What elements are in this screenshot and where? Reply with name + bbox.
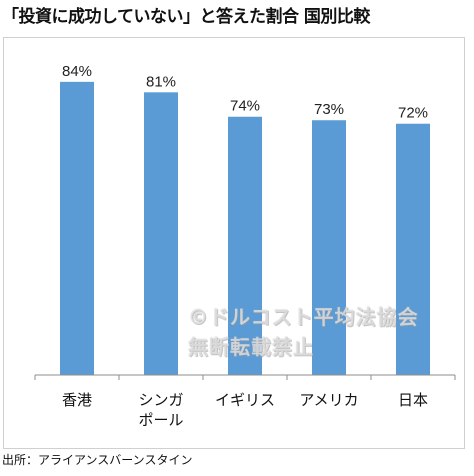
x-tick-label: ポール xyxy=(138,411,183,429)
chart-frame xyxy=(3,37,465,449)
x-tick-label: イギリス xyxy=(215,391,275,409)
x-tick-label: 日本 xyxy=(398,391,428,409)
data-label: 73% xyxy=(314,101,344,118)
data-label: 81% xyxy=(146,73,176,90)
watermark: ©ドルコスト平均法協会 無断転載禁止 xyxy=(188,302,419,362)
chart-title: 「投資に成功していない」と答えた割合 国別比較 xyxy=(2,7,370,27)
bar xyxy=(228,116,262,376)
bar xyxy=(312,120,346,375)
data-label: 72% xyxy=(398,105,428,122)
x-tick-label: シンガ xyxy=(138,391,183,409)
bar xyxy=(144,92,178,375)
bar xyxy=(60,81,94,375)
data-label: 84% xyxy=(62,63,92,80)
source-note: 出所：アライアンスバーンスタイン xyxy=(2,453,193,467)
x-tick-label: 香港 xyxy=(62,391,92,409)
data-label: 74% xyxy=(230,98,260,115)
bar xyxy=(396,123,430,375)
watermark-line1: ©ドルコスト平均法協会 xyxy=(188,305,419,329)
watermark-line2: 無断転載禁止 xyxy=(188,335,314,359)
x-tick-label: アメリカ xyxy=(299,391,358,409)
